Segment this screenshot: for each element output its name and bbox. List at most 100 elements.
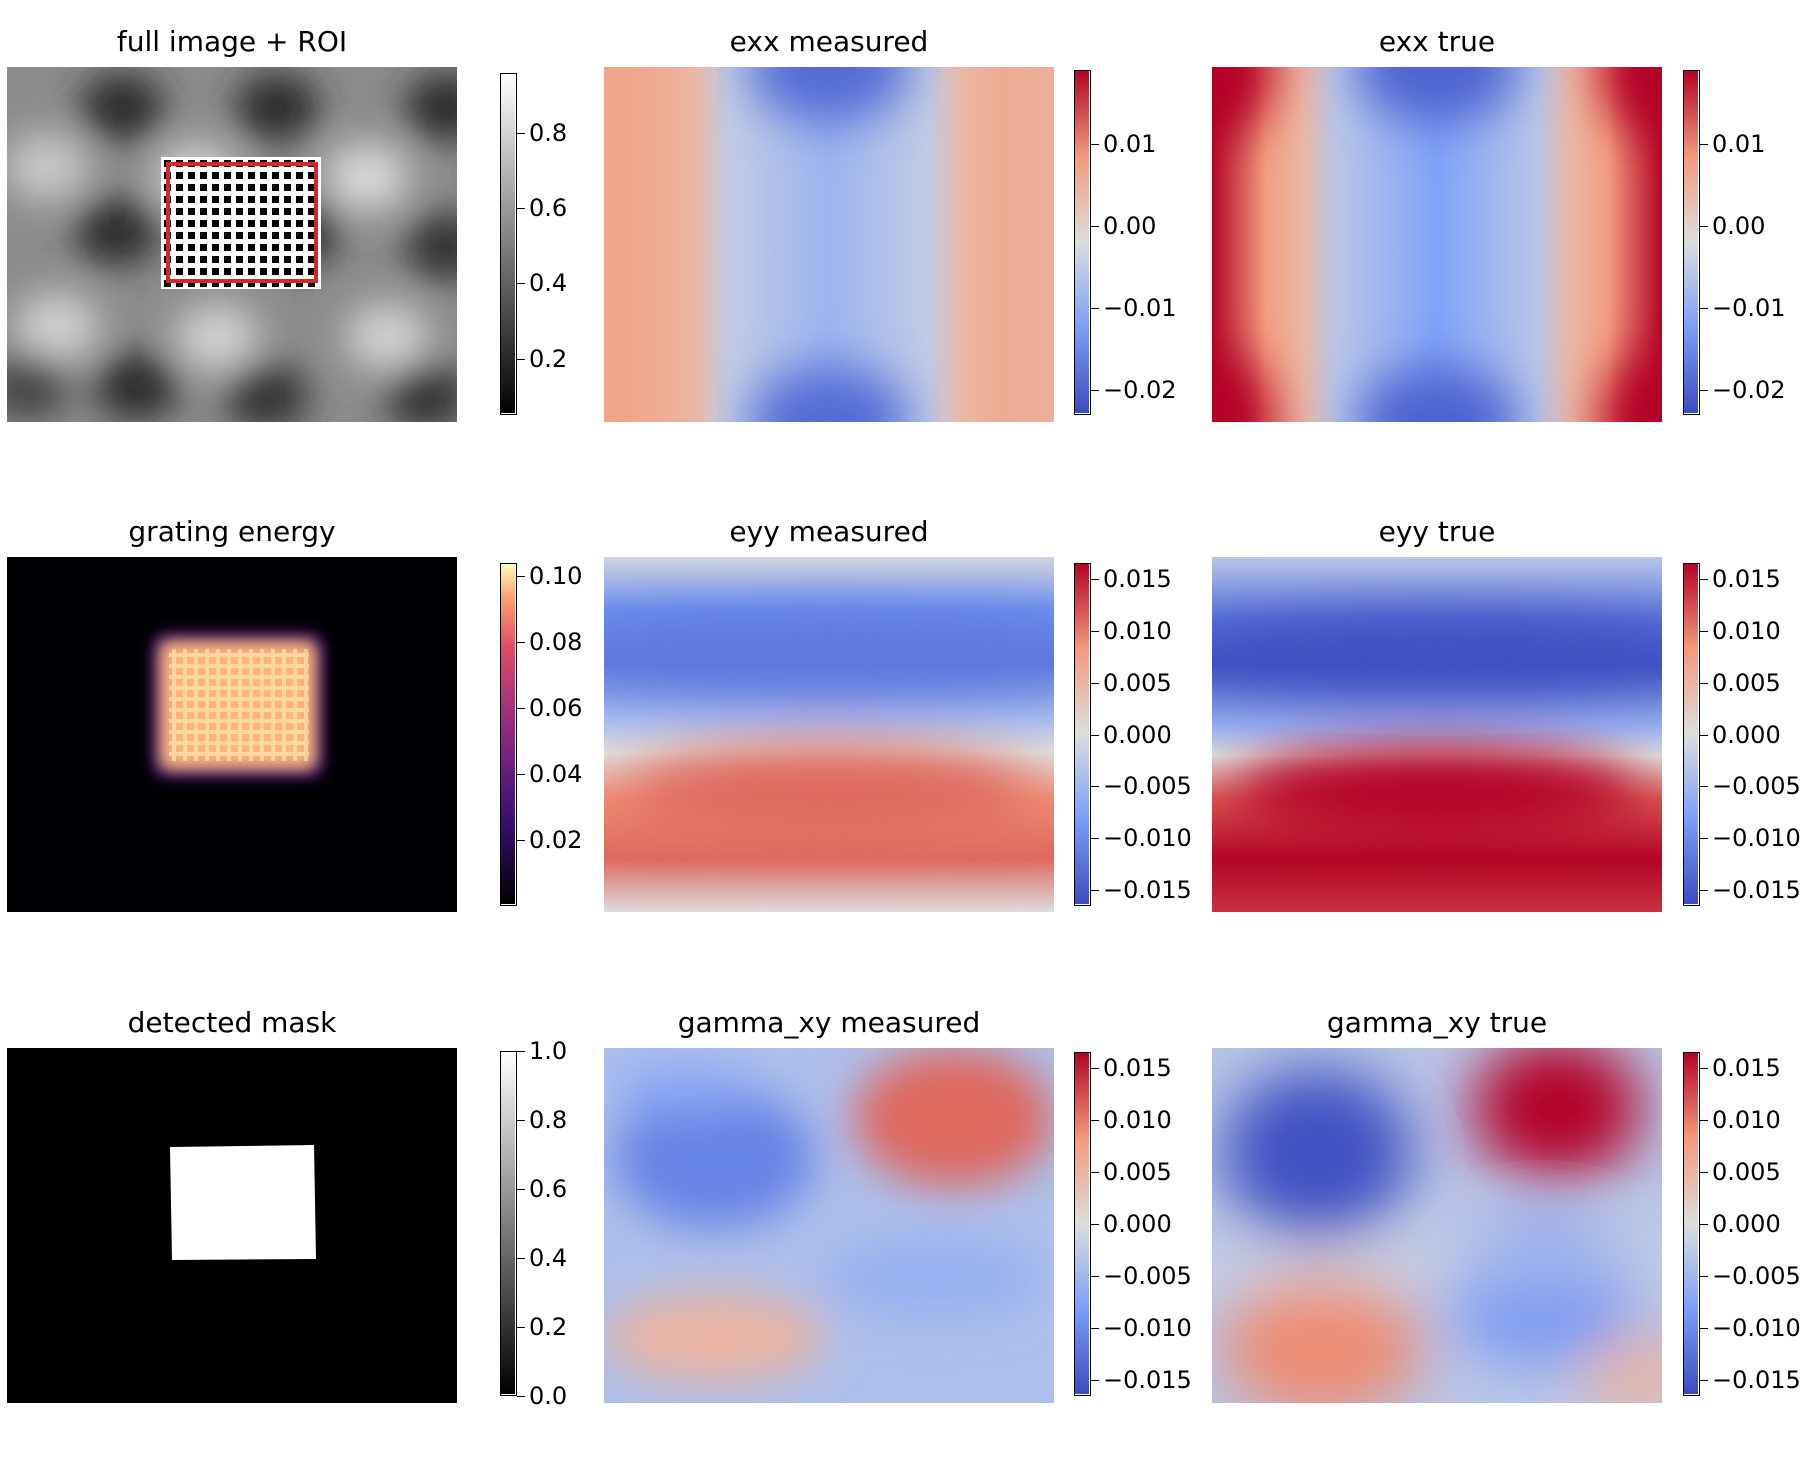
grating-dot bbox=[200, 196, 207, 203]
colorbar-tick-label: 0.8 bbox=[529, 119, 568, 148]
intensity-blob bbox=[405, 213, 457, 281]
grating-dot bbox=[296, 232, 303, 239]
colorbar-tick-label: −0.01 bbox=[1712, 294, 1786, 323]
colorbar-gradient bbox=[1684, 564, 1698, 904]
colorbar-tick-label: −0.005 bbox=[1103, 1262, 1192, 1291]
grating-dot bbox=[272, 232, 279, 239]
grating-dot bbox=[248, 280, 255, 287]
colorbar-tick-label: 0.2 bbox=[529, 1313, 568, 1341]
strain-extreme bbox=[1602, 67, 1662, 137]
colorbar-tick bbox=[1091, 143, 1099, 145]
grating-dot bbox=[188, 196, 195, 203]
grating-dot bbox=[236, 232, 243, 239]
grating-dot bbox=[212, 280, 219, 287]
colorbar bbox=[1683, 1052, 1700, 1396]
intensity-blob bbox=[175, 303, 259, 371]
energy-gridline bbox=[169, 741, 309, 745]
colorbar-tick-label: 0.10 bbox=[529, 562, 583, 591]
heatmap-svg bbox=[7, 557, 457, 912]
energy-gridline bbox=[169, 653, 309, 657]
strain-extreme bbox=[1212, 67, 1272, 137]
grating-dot bbox=[248, 184, 255, 191]
colorbar-tick bbox=[1091, 734, 1099, 736]
grating-dot bbox=[284, 172, 291, 179]
intensity-blob bbox=[385, 363, 457, 422]
energy-gridline bbox=[271, 649, 275, 761]
colorbar bbox=[500, 563, 517, 906]
colorbar-tick bbox=[1700, 1380, 1708, 1382]
grating-dot bbox=[176, 220, 183, 227]
grating-dot bbox=[296, 184, 303, 191]
grating-dot bbox=[248, 244, 255, 251]
intensity-blob bbox=[235, 73, 319, 141]
heatmap-image bbox=[7, 1048, 457, 1403]
heatmap-field bbox=[604, 67, 1054, 422]
panel-title: detected mask bbox=[127, 1006, 337, 1039]
grating-dot bbox=[188, 256, 195, 263]
grating-dot bbox=[260, 196, 267, 203]
colorbar-tick-label: 0.015 bbox=[1103, 1053, 1172, 1082]
heatmap-field bbox=[1212, 557, 1662, 912]
grating-dot bbox=[272, 256, 279, 263]
heatmap-image bbox=[7, 557, 457, 912]
strain-extreme bbox=[1447, 1223, 1637, 1363]
colorbar-tick-label: 0.6 bbox=[529, 194, 568, 223]
grating-dot bbox=[212, 172, 219, 179]
colorbar-tick bbox=[517, 208, 525, 210]
grating-dot bbox=[224, 268, 231, 275]
grating-dot bbox=[308, 244, 315, 251]
energy-gridline bbox=[169, 730, 309, 734]
colorbar-tick-label: −0.02 bbox=[1103, 376, 1177, 405]
colorbar-tick-label: 0.00 bbox=[1103, 212, 1157, 241]
colorbar-tick bbox=[517, 642, 525, 644]
colorbar bbox=[500, 73, 517, 415]
strain-extreme bbox=[1222, 1278, 1422, 1403]
grating-dot bbox=[296, 220, 303, 227]
colorbar-tick-label: 0.0 bbox=[529, 1382, 568, 1410]
grating-dot bbox=[272, 280, 279, 287]
heatmap-svg bbox=[604, 67, 1054, 422]
grating-dot bbox=[224, 256, 231, 263]
panel-title: gamma_xy measured bbox=[677, 1006, 981, 1039]
grating-dot bbox=[284, 220, 291, 227]
colorbar-tick bbox=[517, 283, 525, 285]
grating-dot bbox=[248, 208, 255, 215]
colorbar-tick bbox=[1700, 1224, 1708, 1225]
strain-extreme bbox=[614, 1063, 754, 1113]
grating-dot bbox=[296, 208, 303, 215]
grating-dot bbox=[248, 256, 255, 263]
colorbar-fill bbox=[501, 1052, 515, 1394]
grating-dot bbox=[236, 184, 243, 191]
colorbar-tick-label: 0.000 bbox=[1103, 720, 1172, 749]
grating-dot bbox=[176, 172, 183, 179]
grating-dot bbox=[260, 208, 267, 215]
grating-dot bbox=[308, 220, 315, 227]
mask-region bbox=[170, 1145, 316, 1260]
colorbar-tick-label: 0.2 bbox=[529, 344, 568, 373]
colorbar-tick-label: −0.005 bbox=[1712, 1262, 1801, 1291]
energy-gridline bbox=[169, 664, 309, 668]
colorbar-tick-label: 0.6 bbox=[529, 1175, 568, 1203]
strain-extreme bbox=[1222, 1068, 1412, 1238]
grating-dot bbox=[212, 184, 219, 191]
grating-dot bbox=[188, 208, 195, 215]
grating-dot bbox=[176, 208, 183, 215]
strain-extreme bbox=[604, 617, 1054, 688]
colorbar-tick-label: 0.005 bbox=[1712, 668, 1781, 697]
colorbar-tick bbox=[1700, 734, 1708, 736]
colorbar-tick bbox=[1700, 786, 1708, 788]
intensity-blob bbox=[405, 73, 457, 141]
colorbar-tick-label: 0.4 bbox=[529, 1244, 568, 1272]
grating-dot bbox=[260, 244, 267, 251]
grating-dot bbox=[272, 268, 279, 275]
roi-box bbox=[166, 162, 318, 283]
colorbar-tick bbox=[517, 708, 525, 710]
grating-dot bbox=[224, 172, 231, 179]
colorbar-tick bbox=[1091, 1067, 1099, 1069]
colorbar-tick bbox=[1700, 1067, 1708, 1069]
strain-extreme bbox=[626, 746, 1032, 837]
colorbar-fill bbox=[1075, 71, 1089, 413]
colorbar-gradient bbox=[1075, 564, 1089, 904]
grating-dot bbox=[188, 232, 195, 239]
colorbar-tick-label: −0.010 bbox=[1712, 1314, 1801, 1343]
